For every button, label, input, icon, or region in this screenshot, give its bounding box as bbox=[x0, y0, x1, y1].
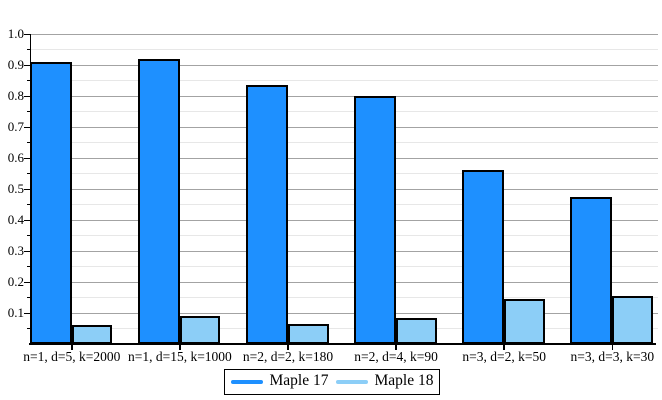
y-axis-tick bbox=[26, 204, 30, 205]
bar-maple-17 bbox=[570, 196, 613, 344]
y-axis-tick bbox=[24, 250, 30, 252]
y-axis-tick bbox=[24, 188, 30, 190]
bar-maple-17 bbox=[246, 85, 288, 344]
legend: Maple 17 Maple 18 bbox=[224, 369, 440, 395]
gridline-minor bbox=[30, 49, 658, 50]
y-axis-tick bbox=[26, 80, 30, 81]
gridline-minor bbox=[30, 297, 658, 298]
gridline-major bbox=[30, 157, 658, 159]
x-axis-tick bbox=[287, 345, 289, 350]
y-axis-tick bbox=[24, 126, 30, 128]
bar-maple-17 bbox=[29, 61, 72, 344]
x-category-label: n=2, d=4, k=90 bbox=[354, 349, 438, 364]
y-axis-tick bbox=[26, 328, 30, 329]
gridline-minor bbox=[30, 80, 658, 81]
x-axis-line bbox=[28, 342, 656, 345]
x-category-label: n=1, d=15, k=1000 bbox=[127, 349, 232, 364]
gridline-minor bbox=[30, 235, 658, 236]
y-axis-label: 0.1 bbox=[7, 305, 24, 320]
y-axis-tick bbox=[26, 111, 30, 112]
bar-maple-18 bbox=[179, 316, 221, 344]
y-axis-label: 1.0 bbox=[7, 26, 24, 41]
y-axis-tick bbox=[24, 219, 30, 221]
gridline-major bbox=[30, 281, 658, 283]
x-category-label: n=2, d=2, k=180 bbox=[242, 349, 334, 364]
y-axis-tick bbox=[26, 297, 30, 298]
maple-17-legend-swatch-icon bbox=[230, 379, 263, 385]
gridline-minor bbox=[30, 266, 658, 267]
y-axis-tick bbox=[26, 266, 30, 267]
bar-maple-17 bbox=[354, 96, 397, 344]
y-axis-line bbox=[30, 34, 31, 344]
y-axis-tick bbox=[24, 157, 30, 159]
gridline-major bbox=[30, 33, 658, 35]
gridline-major bbox=[30, 188, 658, 190]
gridline-major bbox=[30, 64, 658, 66]
x-axis-tick bbox=[71, 345, 73, 350]
bar-maple-17 bbox=[462, 170, 505, 344]
y-axis-label: 0.7 bbox=[7, 119, 24, 134]
y-axis-label: 0.6 bbox=[7, 150, 24, 165]
y-axis-tick bbox=[24, 64, 30, 66]
y-axis-label: 0.3 bbox=[7, 243, 24, 258]
y-axis-label: 0.8 bbox=[7, 88, 24, 103]
x-axis-tick bbox=[179, 345, 181, 350]
x-axis-tick bbox=[611, 345, 614, 350]
bar-maple-18 bbox=[612, 295, 653, 344]
y-axis-tick bbox=[24, 312, 30, 314]
maple-18-legend-swatch-icon bbox=[335, 379, 368, 385]
gridline-major bbox=[30, 126, 658, 128]
y-axis-tick bbox=[26, 235, 30, 236]
y-axis-tick bbox=[26, 173, 30, 174]
y-axis-label: 0.5 bbox=[7, 181, 24, 196]
x-category-label: n=3, d=2, k=50 bbox=[462, 349, 546, 364]
bar-maple-17 bbox=[137, 58, 180, 344]
gridline-major bbox=[30, 250, 658, 252]
bar-maple-18 bbox=[288, 323, 329, 344]
bar-maple-18 bbox=[396, 317, 437, 344]
gridline-major bbox=[30, 219, 658, 221]
gridline-minor bbox=[30, 173, 658, 174]
x-axis-tick bbox=[503, 345, 505, 350]
gridline-minor bbox=[30, 142, 658, 143]
y-axis-tick bbox=[26, 142, 30, 143]
maple-18-legend-label: Maple 18 bbox=[374, 372, 434, 390]
y-axis-label: 0.4 bbox=[7, 212, 24, 227]
x-category-label: n=3, d=3, k=30 bbox=[570, 349, 655, 364]
gridline-minor bbox=[30, 204, 658, 205]
x-category-label: n=1, d=5, k=2000 bbox=[23, 349, 121, 364]
y-axis-tick bbox=[24, 33, 30, 35]
gridline-major bbox=[30, 312, 658, 314]
y-axis-label: 0.9 bbox=[7, 57, 24, 72]
gridline-major bbox=[30, 95, 658, 97]
gridline-minor bbox=[30, 111, 658, 112]
y-axis-tick bbox=[26, 49, 30, 50]
y-axis-label: 0.2 bbox=[7, 274, 24, 289]
bar-maple-18 bbox=[504, 299, 545, 344]
x-axis-tick bbox=[395, 345, 397, 350]
y-axis-tick bbox=[24, 95, 30, 97]
bar-maple-18 bbox=[71, 325, 113, 344]
gridline-minor bbox=[30, 328, 658, 329]
y-axis-tick bbox=[24, 281, 30, 283]
maple-17-legend-label: Maple 17 bbox=[269, 372, 329, 390]
